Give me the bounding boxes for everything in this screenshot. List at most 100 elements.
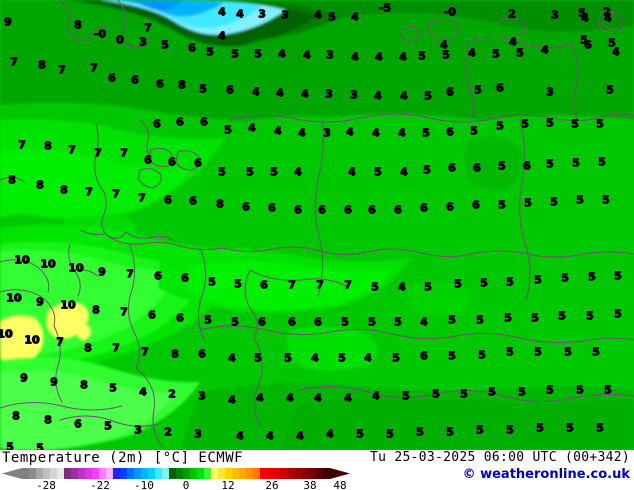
- gridpoint-value: 6: [584, 38, 592, 52]
- gridpoint-value: 7: [112, 187, 120, 201]
- gridpoint-value: 5: [580, 33, 588, 47]
- colorbar[interactable]: -28 -22 -10 0 12 26 38 48: [0, 468, 350, 490]
- gridpoint-value: 7: [120, 146, 128, 160]
- gridpoint-value: 8: [60, 183, 68, 197]
- gridpoint-value: 3: [325, 87, 333, 101]
- colorbar-segment: [260, 468, 267, 479]
- gridpoint-value: 6: [446, 85, 454, 99]
- gridpoint-value: 4: [276, 86, 284, 100]
- gridpoint-value: 5: [422, 126, 430, 140]
- copyright-credit[interactable]: © weatheronline.co.uk: [462, 467, 630, 482]
- gridpoint-value: 10: [40, 257, 56, 271]
- gridpoint-value: 6: [181, 271, 189, 285]
- gridpoint-value: 7: [120, 305, 128, 319]
- gridpoint-value: 7: [85, 185, 93, 199]
- gridpoint-value: 5: [284, 351, 292, 365]
- gridpoint-value: 5: [446, 425, 454, 439]
- gridpoint-value: 6: [200, 115, 208, 129]
- temperature-map[interactable]: -5 -0 2 4 9 8 7 4 4 4 3 3 5 4 4 4 5 4 -0 0 3 5 6 5 4 3 2 7 8 7 7 6 6 6 8 5 5…: [0, 0, 634, 450]
- gridpoint-value: 10: [6, 291, 22, 305]
- gridpoint-value: 7: [138, 191, 146, 205]
- gridpoint-value: 4: [274, 124, 282, 138]
- gridpoint-value: 4: [314, 8, 322, 22]
- gridpoint-value-labels: -5 -0 2 4 9 8 7 4 4 4 3 3 5 4 4 4 5 4 -0 0 3 5 6 5 4 3 2 7 8 7 7 6 6 6 8 5 5…: [0, 3, 622, 451]
- gridpoint-value: 8: [171, 347, 179, 361]
- gridpoint-value: 3: [134, 423, 142, 437]
- colorbar-left-arrow: [2, 468, 22, 479]
- gridpoint-value: 5: [208, 275, 216, 289]
- gridpoint-value: 4: [314, 391, 322, 405]
- gridpoint-value: 5: [199, 82, 207, 96]
- gridpoint-value: 5: [104, 419, 112, 433]
- coastline-and-borders: [0, 0, 634, 447]
- gridpoint-value: 4: [139, 385, 147, 399]
- gridpoint-value: 5: [474, 83, 482, 97]
- gridpoint-value: 4: [372, 389, 380, 403]
- gridpoint-value: 5: [492, 47, 500, 61]
- gridpoint-value: 5: [516, 46, 524, 60]
- gridpoint-value: 5: [572, 156, 580, 170]
- colorbar-segment: [71, 468, 78, 479]
- colorbar-segment: [316, 468, 323, 479]
- colorbar-segment: [29, 468, 36, 479]
- gridpoint-value: 4: [248, 121, 256, 135]
- gridpoint-value: 5: [564, 345, 572, 359]
- gridpoint-value: 4: [420, 315, 428, 329]
- gridpoint-value: 5: [506, 275, 514, 289]
- gridpoint-value: 5: [480, 276, 488, 290]
- gridpoint-value: 5: [614, 307, 622, 321]
- gridpoint-value: 8: [38, 58, 46, 72]
- gridpoint-value: 3: [258, 7, 266, 21]
- gridpoint-value: 9: [20, 371, 28, 385]
- gridpoint-value: 5: [566, 421, 574, 435]
- gridpoint-value: 5: [606, 83, 614, 97]
- colorbar-segment: [57, 468, 64, 479]
- gridpoint-value: 5: [392, 351, 400, 365]
- colorbar-segment: [148, 468, 155, 479]
- gridpoint-value: 5: [386, 427, 394, 441]
- gridpoint-value: 4: [468, 46, 476, 60]
- gridpoint-value: 7: [141, 345, 149, 359]
- gridpoint-value: 5: [416, 425, 424, 439]
- gridpoint-value: 4: [581, 11, 589, 25]
- gridpoint-value: 4: [303, 48, 311, 62]
- gridpoint-value: 4: [400, 165, 408, 179]
- gridpoint-value: 5: [328, 10, 336, 24]
- gridpoint-value: 4: [440, 38, 448, 52]
- gridpoint-value: 8: [80, 378, 88, 392]
- gridpoint-value: 5: [231, 315, 239, 329]
- gridpoint-value: 6: [156, 77, 164, 91]
- product-title: Temperature (2m) [°C] ECMWF: [2, 450, 244, 466]
- colorbar-segment: [225, 468, 232, 479]
- gridpoint-value: 4: [298, 126, 306, 140]
- colorbar-segment: [78, 468, 85, 479]
- gridpoint-value: 5: [476, 423, 484, 437]
- gridpoint-value: 5: [534, 345, 542, 359]
- gridpoint-value: 6: [294, 203, 302, 217]
- colorbar-segment: [232, 468, 239, 479]
- colorbar-segments: [22, 468, 330, 479]
- gridpoint-value: 3: [281, 8, 289, 22]
- colorbar-segment: [134, 468, 141, 479]
- gridpoint-value: 6: [288, 315, 296, 329]
- gridpoint-value: 5: [356, 427, 364, 441]
- colorbar-segment: [155, 468, 162, 479]
- gridpoint-value: 4: [509, 35, 517, 49]
- gridpoint-value: 2: [164, 425, 172, 439]
- gridpoint-value: 10: [68, 261, 84, 275]
- gridpoint-value: 5: [546, 157, 554, 171]
- gridpoint-value: 4: [398, 126, 406, 140]
- gridpoint-value: 9: [50, 375, 58, 389]
- gridpoint-value: 5: [109, 381, 117, 395]
- colorbar-segment: [323, 468, 330, 479]
- gridpoint-value: 6: [473, 161, 481, 175]
- gridpoint-value: 6: [176, 311, 184, 325]
- gridpoint-value: 6: [268, 201, 276, 215]
- gridpoint-value: 5: [448, 313, 456, 327]
- gridpoint-value: 5: [460, 387, 468, 401]
- gridpoint-value: 5: [161, 38, 169, 52]
- gridpoint-value: 4: [266, 429, 274, 443]
- gridpoint-value: 10: [14, 253, 30, 267]
- gridpoint-value: 8: [36, 178, 44, 192]
